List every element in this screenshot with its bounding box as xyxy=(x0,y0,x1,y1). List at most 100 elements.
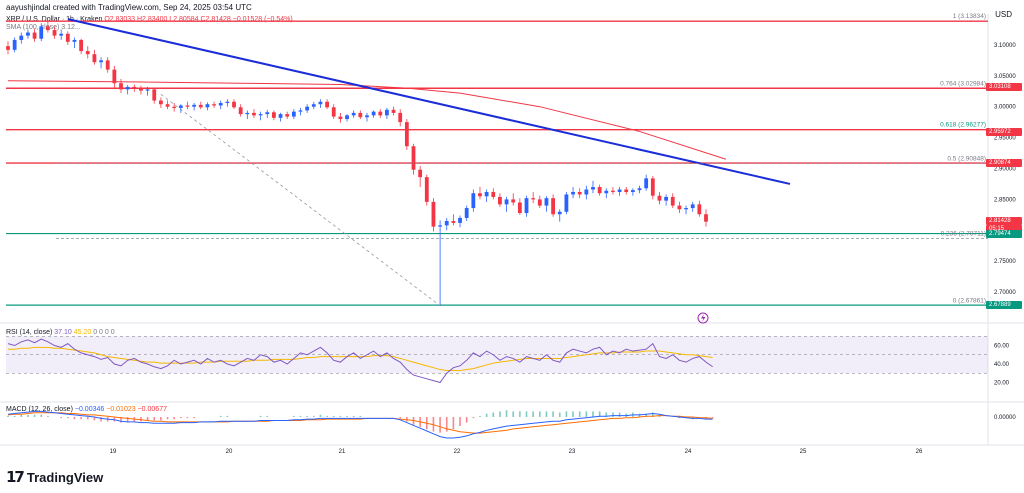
candle-body xyxy=(597,187,602,194)
price-axis-tick: 3.10000 xyxy=(994,43,1016,49)
macd-value: −0.00346 xyxy=(74,406,105,413)
candle-body xyxy=(59,33,64,36)
candle-body xyxy=(112,69,117,84)
candle-body xyxy=(657,195,662,201)
candle-body xyxy=(551,198,556,215)
macd-title: MACD (12, 26, close) xyxy=(6,406,73,413)
fib-level-label: 0.764 (3.02984) xyxy=(940,80,986,87)
candle-body xyxy=(424,177,429,202)
candle-body xyxy=(637,188,642,191)
candle-body xyxy=(6,46,10,50)
rsi-axis-tick: 20.00 xyxy=(994,381,1010,387)
candle-body xyxy=(591,187,595,190)
candle-body xyxy=(232,101,236,108)
candle-body xyxy=(225,101,230,103)
fib-level-label: 1 (3.13834) xyxy=(953,13,986,20)
candle-body xyxy=(185,105,190,107)
candle-body xyxy=(584,189,589,195)
candle-body xyxy=(165,104,170,107)
candle-body xyxy=(345,115,349,120)
candle-body xyxy=(557,211,562,215)
candle-body xyxy=(404,122,409,147)
candle-body xyxy=(65,33,70,42)
currency-label: USD xyxy=(995,10,1012,19)
candle-body xyxy=(52,30,57,36)
time-axis-tick: 21 xyxy=(339,449,346,455)
candle-body xyxy=(132,86,137,89)
rsi-ma-line xyxy=(8,346,713,371)
time-axis-tick: 20 xyxy=(226,449,233,455)
candle-body xyxy=(325,101,329,108)
candle-body xyxy=(252,112,256,116)
candle-body xyxy=(577,191,582,195)
sma-legend[interactable]: SMA (100, close) 3.12... xyxy=(6,24,81,31)
macd-hist-value: −0.00677 xyxy=(137,406,167,413)
price-axis-label: 2.81428 xyxy=(986,217,1022,226)
time-axis-tick: 25 xyxy=(800,449,807,455)
rsi-legend[interactable]: RSI (14, close) 37.10 45.20 0 0 0 0 xyxy=(6,329,115,336)
candle-body xyxy=(351,112,356,116)
candle-body xyxy=(39,26,44,39)
candle-body xyxy=(411,146,416,170)
candle-body xyxy=(212,104,216,106)
price-axis-tick: 2.70000 xyxy=(994,290,1016,296)
candle-body xyxy=(291,111,296,117)
candle-body xyxy=(464,208,469,218)
candle-body xyxy=(644,178,649,189)
candle-body xyxy=(544,198,549,206)
macd-line xyxy=(7,410,713,439)
tradingview-logo-text: TradingView xyxy=(26,469,104,485)
candle-body xyxy=(218,102,223,106)
symbol-name[interactable]: XRP / U.S. Dollar · 1h · Kraken xyxy=(6,16,103,23)
candle-body xyxy=(285,114,290,117)
price-axis-tick: 2.75000 xyxy=(994,259,1016,265)
candle-body xyxy=(571,191,575,195)
candle-body xyxy=(26,32,30,36)
candle-body xyxy=(318,101,323,105)
candle-body xyxy=(391,109,396,113)
candle-body xyxy=(85,51,90,55)
candle-body xyxy=(444,221,449,226)
candle-body xyxy=(338,116,343,120)
candle-body xyxy=(265,112,270,115)
candle-body xyxy=(72,39,77,42)
candle-body xyxy=(491,191,496,197)
candle-body xyxy=(498,196,502,205)
price-axis-label: 2.90874 xyxy=(986,159,1022,168)
candle-body xyxy=(511,199,516,203)
candle-body xyxy=(79,39,84,52)
candle-body xyxy=(664,196,669,201)
rsi-extras: 0 0 0 0 xyxy=(93,329,115,336)
candle-body xyxy=(45,26,50,31)
fib-level-label: 0 (2.67861) xyxy=(953,297,986,304)
rsi-axis-tick: 40.00 xyxy=(994,362,1010,368)
candle-body xyxy=(125,86,130,90)
ohlc-values: O2.83033 H2.83400 L2.80584 C2.81428 −0.0… xyxy=(104,16,293,23)
candle-body xyxy=(458,217,462,223)
rsi-title: RSI (14, close) xyxy=(6,329,53,336)
candle-body xyxy=(99,60,103,63)
macd-legend[interactable]: MACD (12, 26, close) −0.00346 −0.01023 −… xyxy=(6,406,167,413)
candle-body xyxy=(365,115,369,118)
candle-body xyxy=(537,199,542,206)
macd-signal-value: −0.01023 xyxy=(106,406,136,413)
candle-body xyxy=(617,189,622,192)
alert-bolt-icon xyxy=(697,312,709,324)
candle-body xyxy=(564,194,569,212)
candle-body xyxy=(311,104,316,107)
candle-body xyxy=(611,190,615,192)
candle-body xyxy=(238,107,243,115)
candle-body xyxy=(152,89,157,101)
candle-body xyxy=(32,32,37,39)
candle-body xyxy=(471,193,476,209)
candle-body xyxy=(517,202,522,213)
rsi-line xyxy=(7,338,713,384)
candle-body xyxy=(438,225,442,227)
price-axis-label: 3.03108 xyxy=(986,83,1022,92)
fib-level-label: 0.236 (2.78711) xyxy=(941,230,986,237)
candle-body xyxy=(478,193,482,197)
candle-body xyxy=(418,169,423,178)
candle-body xyxy=(630,190,635,192)
candle-body xyxy=(697,204,702,215)
